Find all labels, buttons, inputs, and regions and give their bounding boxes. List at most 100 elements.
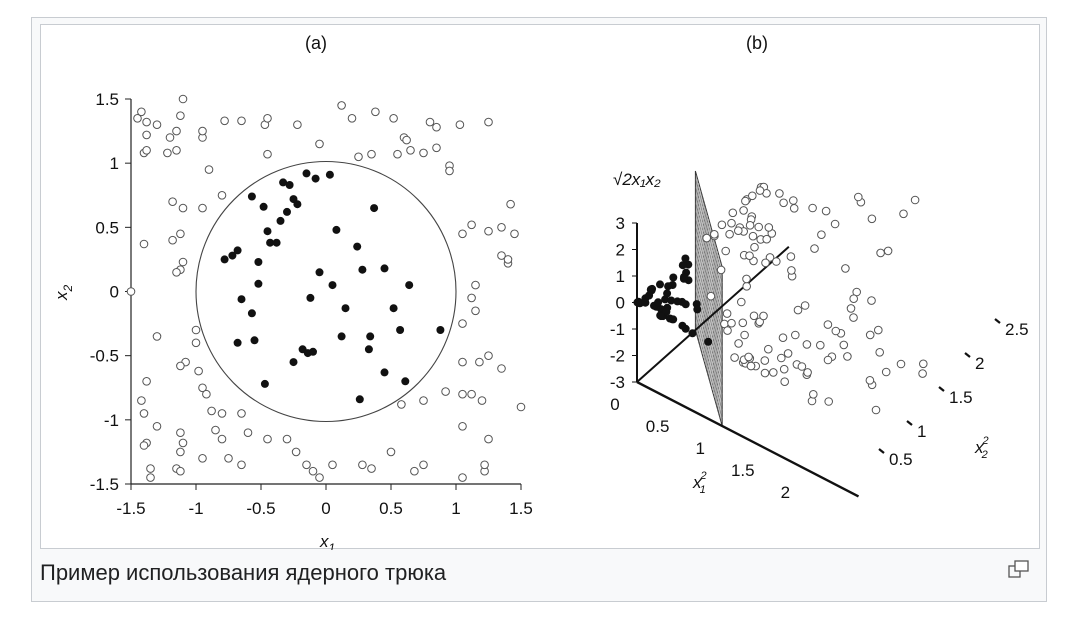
panel-a-x-tick-label: 0.5 <box>379 499 403 518</box>
outer-class-point <box>243 428 253 438</box>
inner-class-point <box>247 309 256 318</box>
outer-class-point <box>347 114 357 123</box>
plane-mesh-line <box>695 234 723 331</box>
outer-class-point <box>293 120 302 129</box>
inner-class-point <box>405 281 414 290</box>
outer-class-point-3d <box>706 291 716 301</box>
outer-class-point <box>152 332 162 341</box>
outer-class-point <box>315 473 324 482</box>
outer-class-point-3d <box>762 234 772 244</box>
outer-class-point <box>217 191 227 200</box>
outer-class-point-3d <box>803 368 812 377</box>
panel-a-ticks: -1.5 -1 -0.5 0 0.5 1 1.5 1.5 1 0.5 0 -0.5 -1 -1.5 <box>90 90 533 518</box>
outer-class-point-3d <box>748 191 757 201</box>
inner-class-point <box>306 293 315 302</box>
panel-b-x2-tick-label: 2 <box>975 354 984 373</box>
outer-class-point-3d <box>791 330 800 340</box>
outer-class-point-3d <box>910 195 920 205</box>
panel-b-z-tick-label: 0 <box>616 294 625 313</box>
outer-class-point-3d <box>786 252 796 261</box>
inner-class-point-3d <box>704 337 713 346</box>
panel-a-x-tick-label: -1.5 <box>116 499 145 518</box>
outer-class-point <box>471 280 480 290</box>
inner-class-point <box>254 258 263 266</box>
outer-class-point <box>425 117 435 127</box>
inner-class-point-3d <box>669 273 678 282</box>
plane-mesh-line <box>695 218 723 315</box>
outer-class-point-3d <box>841 264 850 273</box>
outer-class-point-3d <box>779 364 789 374</box>
outer-class-point-3d <box>772 257 781 266</box>
outer-class-point-3d <box>779 198 788 208</box>
outer-class-point <box>152 422 162 431</box>
inner-class-point <box>250 336 259 345</box>
outer-class-point-3d <box>748 231 758 241</box>
outer-class-point <box>198 454 207 463</box>
outer-class-point <box>217 434 227 444</box>
outer-class-point <box>176 466 185 476</box>
outer-class-point <box>458 229 467 239</box>
panel-b-x1-axis <box>636 380 860 498</box>
outer-class-point <box>445 166 454 176</box>
outer-class-point <box>237 409 246 418</box>
enlarge-icon[interactable] <box>1008 560 1030 578</box>
inner-class-point-3d <box>641 298 650 307</box>
outer-class-point <box>176 428 185 438</box>
outer-class-point <box>367 149 376 159</box>
outer-class-point <box>458 389 467 399</box>
outer-class-point <box>358 460 367 470</box>
outer-class-point-3d <box>780 377 790 387</box>
panel-a-y-tick-label: 0 <box>110 283 119 302</box>
outer-class-point-3d <box>777 353 786 363</box>
outer-class-point <box>397 400 406 409</box>
outer-class-point-3d <box>865 330 875 340</box>
inner-class-point <box>289 358 298 367</box>
figure-caption: Пример использования ядерного трюка <box>40 560 447 585</box>
outer-class-point-3d <box>744 352 753 362</box>
plane-mesh-line <box>695 242 723 339</box>
outer-class-point-3d <box>808 203 817 213</box>
outer-class-point <box>516 402 526 412</box>
inner-class-point <box>328 281 337 290</box>
figure-image[interactable]: (a) -1.5 -1 -0.5 0 0.5 1 1.5 1.5 1 0.5 0 -0.5 -1 -1.5… <box>40 24 1040 550</box>
outer-class-point <box>176 361 185 371</box>
outer-class-point <box>337 101 346 110</box>
outer-class-point <box>458 422 467 431</box>
outer-class-point <box>510 229 519 239</box>
outer-class-point-3d <box>727 218 736 228</box>
outer-class-point-3d <box>809 390 818 399</box>
inner-class-point-3d <box>657 312 665 321</box>
panel-a-label: (a) <box>305 33 327 53</box>
panel-b-x2-tick-mark <box>938 386 945 392</box>
outer-class-point-3d <box>740 330 749 340</box>
inner-class-point <box>276 216 285 225</box>
inner-class-point <box>259 202 268 211</box>
inner-class-point-3d <box>681 300 690 309</box>
outer-class-point <box>220 116 229 126</box>
inner-class-point <box>237 295 246 304</box>
panel-a-x-tick-label: -1 <box>188 499 203 518</box>
outer-class-point <box>467 220 476 230</box>
inner-class-point <box>341 304 350 313</box>
outer-class-point <box>471 306 480 316</box>
outer-class-point-3d <box>723 326 732 335</box>
panel-b-x2-label: x2 2 <box>974 435 989 461</box>
outer-class-point-3d <box>783 349 793 358</box>
outer-class-point-3d <box>755 317 765 327</box>
outer-class-point-3d <box>849 313 858 322</box>
panel-a-y-tick-label: 0.5 <box>95 218 119 237</box>
plane-mesh-line <box>695 282 723 379</box>
outer-class-point <box>204 165 214 174</box>
outer-class-point-3d <box>755 186 765 195</box>
outer-class-point-3d <box>896 359 906 369</box>
plane-mesh-line <box>695 321 723 419</box>
panel-b-z-label: √2x₁x₂ <box>613 170 661 189</box>
outer-class-point <box>406 146 415 155</box>
outer-class-point-3d <box>802 340 812 349</box>
inner-class-point-3d <box>673 297 682 306</box>
panel-a-points <box>126 94 526 482</box>
outer-class-point <box>237 460 246 470</box>
outer-class-point <box>477 396 487 405</box>
outer-class-point-3d <box>919 359 928 369</box>
inner-class-point <box>366 332 375 341</box>
